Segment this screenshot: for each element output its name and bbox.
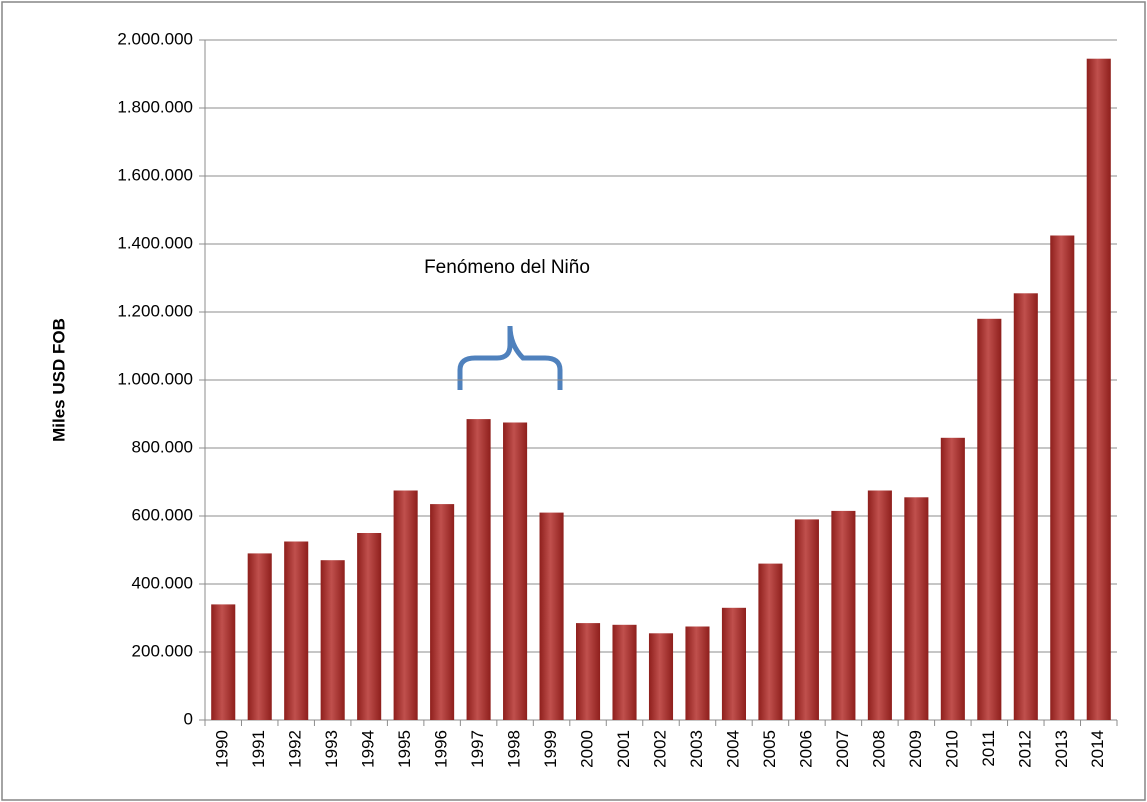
bar — [466, 419, 491, 720]
x-tick-label: 2013 — [1052, 730, 1071, 768]
x-tick-label: 1992 — [286, 730, 305, 768]
y-tick-label: 600.000 — [132, 505, 193, 524]
bar — [758, 563, 783, 720]
bar — [612, 624, 637, 720]
bar — [211, 604, 236, 720]
bar — [794, 519, 819, 720]
bar — [576, 623, 601, 720]
x-tick-label: 2011 — [979, 730, 998, 767]
bar — [1086, 58, 1111, 720]
x-tick-label: 1999 — [541, 730, 560, 768]
x-tick-label: 2007 — [833, 730, 852, 768]
annotation: Fenómeno del Niño — [424, 257, 590, 278]
x-tick-label: 2008 — [869, 730, 888, 768]
bar — [503, 422, 528, 720]
bar — [721, 607, 746, 720]
x-tick-label: 2014 — [1088, 730, 1107, 768]
bar — [867, 490, 892, 720]
x-tick-label: 2004 — [723, 730, 742, 768]
x-tick-label: 2005 — [760, 730, 779, 768]
x-tick-label: 1993 — [322, 730, 341, 768]
x-tick-label: 2010 — [942, 730, 961, 768]
x-tick-label: 2002 — [650, 730, 669, 768]
x-tick-label: 2009 — [906, 730, 925, 768]
bar — [904, 497, 929, 720]
y-tick-label: 2.000.000 — [117, 29, 193, 48]
x-tick-label: 2006 — [796, 730, 815, 768]
x-tick-label: 1996 — [432, 730, 451, 768]
x-tick-label: 1995 — [395, 730, 414, 768]
y-tick-label: 1.600.000 — [117, 165, 193, 184]
x-tick-label: 2012 — [1015, 730, 1034, 768]
bar — [648, 633, 674, 720]
x-tick-label: 2003 — [687, 730, 706, 768]
bar — [357, 533, 382, 720]
x-tick-label: 2000 — [578, 730, 597, 768]
y-tick-label: 400.000 — [132, 573, 193, 592]
y-tick-label: 0 — [184, 709, 193, 728]
bar — [1013, 293, 1038, 720]
bar — [685, 626, 710, 720]
y-tick-label: 200.000 — [132, 641, 193, 660]
bar — [539, 512, 564, 720]
y-axis-label: Miles USD FOB — [49, 318, 68, 442]
bar — [940, 437, 965, 720]
brace — [457, 325, 563, 390]
y-tick-label: 1.400.000 — [117, 233, 193, 252]
bar — [977, 318, 1002, 720]
bar — [247, 553, 272, 720]
x-tick-label: 1998 — [505, 730, 524, 768]
y-tick-label: 800.000 — [132, 437, 193, 456]
bar — [430, 504, 455, 720]
x-tick-label: 1994 — [359, 730, 378, 768]
bar — [393, 490, 418, 720]
x-tick-label: 1991 — [249, 730, 268, 768]
x-tick-label: 1997 — [468, 730, 487, 768]
bar — [284, 541, 309, 720]
y-tick-label: 1.800.000 — [117, 97, 193, 116]
bar — [831, 510, 856, 720]
bar — [1050, 235, 1075, 720]
y-tick-label: 1.000.000 — [117, 369, 193, 388]
x-tick-label: 1990 — [213, 730, 232, 768]
x-tick-label: 2001 — [614, 730, 633, 768]
bar — [320, 560, 345, 720]
y-tick-label: 1.200.000 — [117, 301, 193, 320]
